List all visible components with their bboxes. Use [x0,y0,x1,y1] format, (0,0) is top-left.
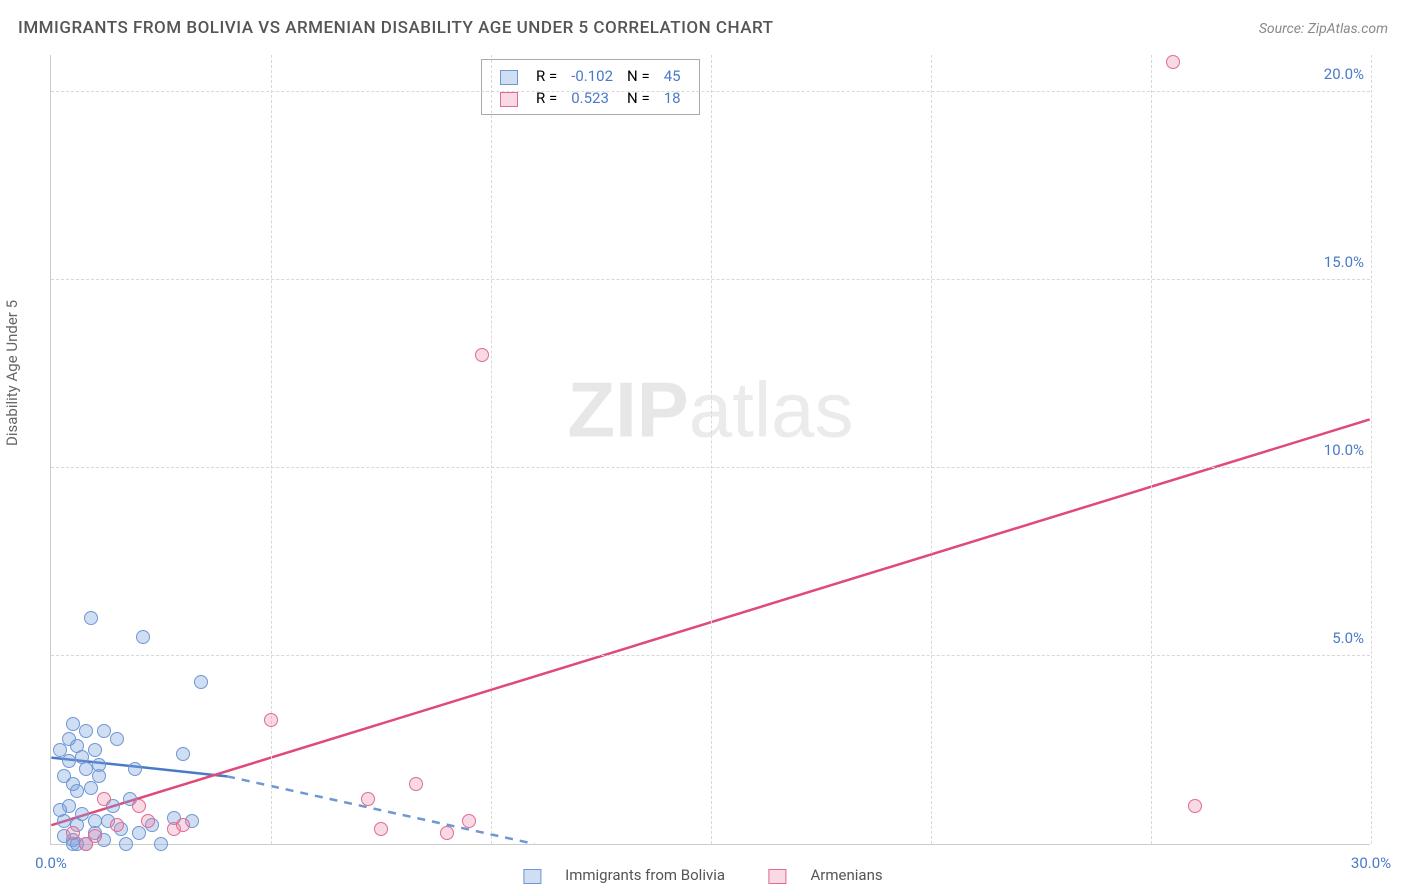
y-tick-label: 5.0% [1332,629,1364,647]
legend-n-label: N = [621,66,656,86]
swatch-bolivia [500,70,518,85]
point-bolivia [128,762,142,776]
legend-r-label: R = [530,66,563,86]
source-label: Source: ZipAtlas.com [1259,21,1388,37]
point-bolivia [75,750,89,764]
gridline-v [931,55,932,844]
point-armenian [97,792,111,806]
watermark-light: atlas [689,366,854,454]
point-bolivia [176,747,190,761]
point-bolivia [66,777,80,791]
point-bolivia [88,814,102,828]
legend-row-bolivia: R = -0.102 N = 45 [494,66,687,86]
point-bolivia [84,781,98,795]
point-bolivia [97,724,111,738]
point-bolivia [154,837,168,851]
gridline-v [711,55,712,844]
correlation-legend: R = -0.102 N = 45 R = 0.523 N = 18 [481,59,700,115]
point-armenian [132,799,146,813]
legend-r-value-bolivia: -0.102 [565,66,619,86]
point-bolivia [53,743,67,757]
point-bolivia [92,758,106,772]
point-bolivia [84,611,98,625]
point-bolivia [62,732,76,746]
bottom-legend: Immigrants from Bolivia Armenians [503,866,902,884]
point-armenian [361,792,375,806]
gridline-v [1371,55,1372,844]
point-armenian [1188,799,1202,813]
legend-n-value-bolivia: 45 [658,66,687,86]
x-tick-label: 0.0% [35,854,67,872]
watermark-bold: ZIP [567,366,688,454]
gridline-v [491,55,492,844]
point-bolivia [136,630,150,644]
point-armenian [141,814,155,828]
point-armenian [374,822,388,836]
point-bolivia [132,826,146,840]
swatch-bolivia-icon [523,869,541,884]
point-bolivia [66,717,80,731]
y-tick-label: 15.0% [1324,253,1364,271]
y-axis-label: Disability Age Under 5 [3,300,21,446]
chart-title: IMMIGRANTS FROM BOLIVIA VS ARMENIAN DISA… [18,18,774,38]
point-bolivia [53,803,67,817]
bottom-legend-bolivia: Immigrants from Bolivia [565,866,725,884]
y-tick-label: 10.0% [1324,441,1364,459]
bottom-legend-armenian: Armenians [811,866,883,884]
point-armenian [66,826,80,840]
swatch-armenian [500,92,518,107]
point-armenian [1166,55,1180,69]
point-armenian [462,814,476,828]
point-bolivia [110,732,124,746]
point-bolivia [194,675,208,689]
point-armenian [264,713,278,727]
y-tick-label: 20.0% [1324,65,1364,83]
point-armenian [79,837,93,851]
point-bolivia [119,837,133,851]
plot-area: ZIPatlas R = -0.102 N = 45 R = 0.523 N =… [50,55,1370,845]
point-armenian [409,777,423,791]
point-armenian [176,818,190,832]
point-armenian [440,826,454,840]
point-armenian [110,818,124,832]
point-bolivia [88,743,102,757]
point-bolivia [62,754,76,768]
swatch-armenian-icon [769,869,787,884]
point-bolivia [79,724,93,738]
x-tick-label: 30.0% [1351,854,1391,872]
gridline-v [1151,55,1152,844]
point-bolivia [75,807,89,821]
point-armenian [475,348,489,362]
